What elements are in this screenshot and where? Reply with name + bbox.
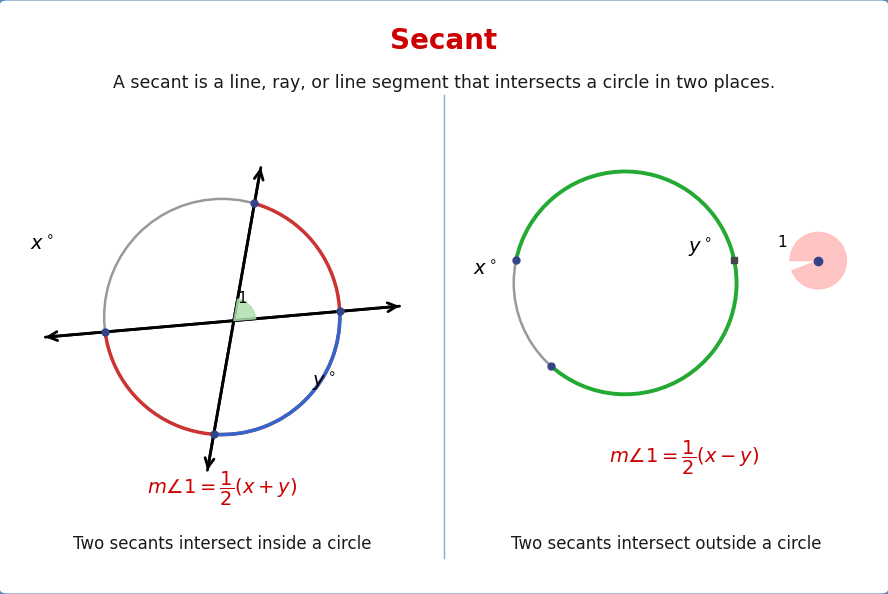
Text: $x^\circ$: $x^\circ$ [29, 235, 53, 254]
Text: $y^\circ$: $y^\circ$ [688, 236, 712, 260]
Text: Two secants intersect outside a circle: Two secants intersect outside a circle [511, 535, 821, 552]
Text: $m\angle 1=\dfrac{1}{2}(x-y)$: $m\angle 1=\dfrac{1}{2}(x-y)$ [609, 439, 760, 477]
Text: Secant: Secant [391, 27, 497, 55]
Text: A secant is a line, ray, or line segment that intersects a circle in two places.: A secant is a line, ray, or line segment… [113, 74, 775, 92]
Text: Two secants intersect inside a circle: Two secants intersect inside a circle [73, 535, 371, 552]
Text: $x^\circ$: $x^\circ$ [473, 260, 497, 279]
Wedge shape [234, 299, 256, 321]
Text: 1: 1 [238, 292, 248, 307]
Text: 1: 1 [777, 235, 787, 250]
Text: $m\angle 1=\dfrac{1}{2}(x+y)$: $m\angle 1=\dfrac{1}{2}(x+y)$ [147, 470, 297, 508]
Wedge shape [790, 232, 846, 289]
Text: $y^\circ$: $y^\circ$ [313, 371, 337, 394]
